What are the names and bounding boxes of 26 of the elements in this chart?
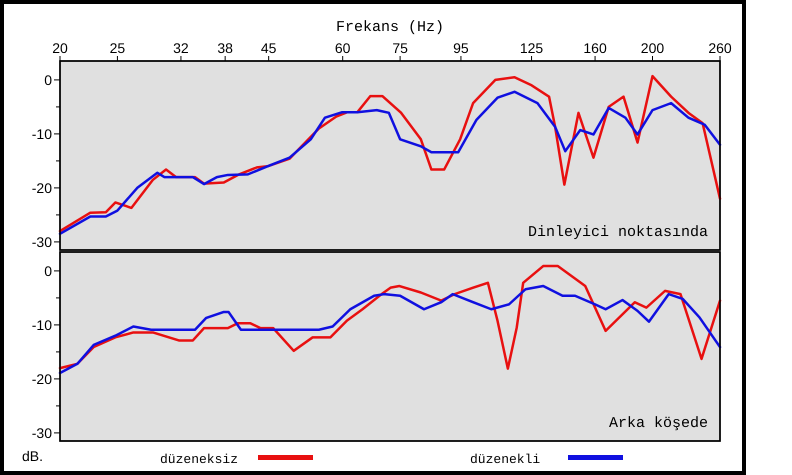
legend-label: düzeneksiz xyxy=(160,452,238,467)
legend-label: düzenekli xyxy=(470,452,540,467)
x-tick-label: 260 xyxy=(708,40,732,56)
annotation: Arka köşede xyxy=(608,415,708,432)
x-tick-label: 38 xyxy=(217,40,234,56)
x-tick-label: 25 xyxy=(110,40,126,56)
y-tick-label: -30 xyxy=(32,234,52,250)
y-tick-label: -30 xyxy=(32,424,52,441)
y-tick-label: -20 xyxy=(32,370,52,387)
x-tick-label: 45 xyxy=(260,40,277,56)
x-tick-label: 125 xyxy=(520,40,544,56)
x-tick-label: 95 xyxy=(453,40,469,56)
x-tick-label: 60 xyxy=(334,40,351,56)
x-axis-title: Frekans (Hz) xyxy=(336,19,444,36)
x-tick-label: 200 xyxy=(640,40,664,56)
y-tick-label: 0 xyxy=(44,72,52,88)
y-tick-label: -20 xyxy=(32,180,52,196)
y-tick-label: 0 xyxy=(44,262,52,279)
x-tick-label: 75 xyxy=(392,40,408,56)
y-axis-title: dB. xyxy=(22,448,44,464)
x-tick-label: 160 xyxy=(583,40,607,56)
y-tick-label: -10 xyxy=(32,316,52,333)
x-tick-label: 20 xyxy=(52,40,68,56)
y-tick-label: -10 xyxy=(32,126,52,142)
annotation: Dinleyici noktasında xyxy=(528,224,708,241)
x-tick-label: 32 xyxy=(173,40,189,56)
